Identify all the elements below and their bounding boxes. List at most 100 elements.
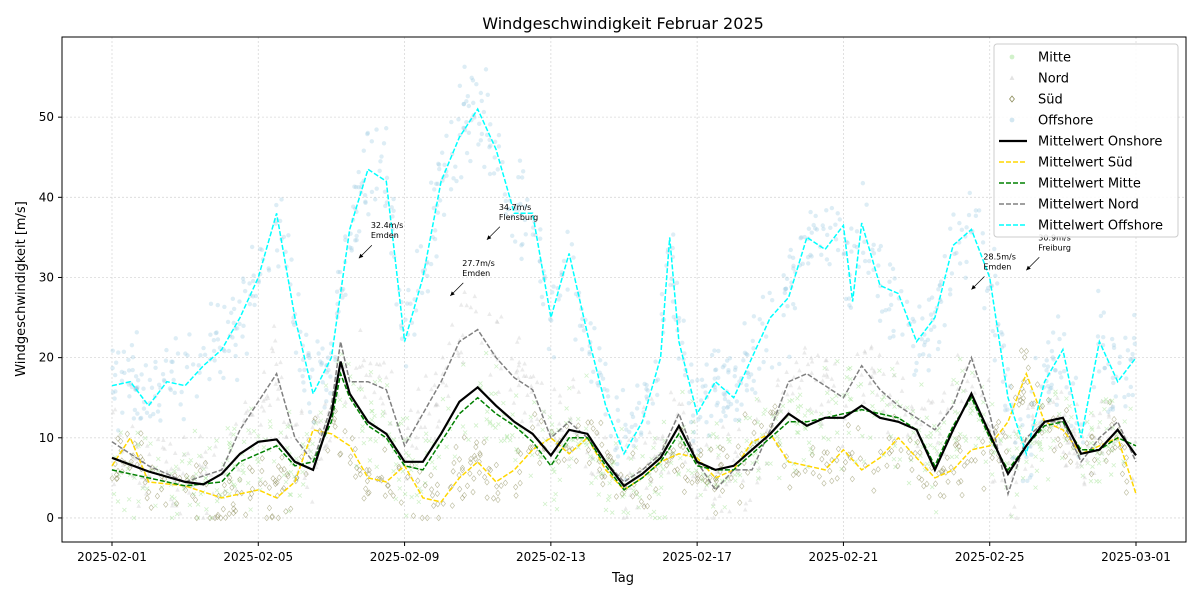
scatter-point: [307, 409, 313, 415]
scatter-point: [938, 279, 944, 284]
scatter-point: [278, 359, 283, 365]
scatter-point: [529, 418, 534, 423]
scatter-point: [494, 364, 499, 369]
scatter-point: [254, 456, 260, 461]
scatter-point: [1007, 434, 1012, 440]
scatter-point: [552, 386, 557, 392]
scatter-point: [390, 492, 396, 499]
scatter-point: [1082, 474, 1088, 480]
scatter-point: [241, 439, 247, 445]
scatter-point: [228, 441, 233, 447]
scatter-point: [1123, 335, 1128, 341]
scatter-point: [737, 379, 742, 384]
scatter-point: [404, 513, 409, 519]
scatter-point: [134, 330, 139, 335]
annotation-value: 27.7m/s: [462, 259, 494, 268]
scatter-point: [783, 286, 789, 291]
scatter-point: [503, 198, 509, 204]
scatter-point: [479, 131, 485, 137]
scatter-point: [519, 175, 525, 180]
scatter-point: [448, 187, 454, 192]
scatter-point: [952, 441, 958, 449]
scatter-point: [633, 445, 639, 450]
legend-entry: Mittelwert Offshore: [999, 219, 1163, 234]
scatter-point: [535, 421, 541, 427]
scatter-point: [175, 351, 181, 356]
scatter-point: [461, 491, 467, 499]
scatter-point: [363, 200, 368, 206]
scatter-point: [316, 351, 321, 356]
scatter-point: [1056, 422, 1062, 430]
scatter-point: [232, 426, 237, 432]
scatter-point: [926, 368, 931, 373]
scatter-point: [1130, 478, 1136, 483]
y-tick-label: 10: [39, 431, 54, 445]
scatter-point: [488, 122, 493, 127]
scatter-point: [408, 467, 414, 473]
scatter-point: [546, 346, 552, 352]
legend-label: Mitte: [1038, 51, 1071, 66]
scatter-point: [193, 462, 199, 469]
scatter-point: [989, 454, 995, 462]
scatter-point: [204, 510, 210, 516]
scatter-point: [976, 208, 982, 213]
scatter-point: [714, 421, 720, 426]
scatter-point: [1110, 375, 1116, 381]
scatter-point: [713, 509, 719, 517]
scatter-point: [519, 256, 524, 262]
scatter-point: [551, 497, 557, 503]
scatter-point: [973, 208, 979, 213]
scatter-point: [1033, 454, 1038, 459]
scatter-point: [806, 226, 812, 231]
scatter-point: [736, 418, 742, 424]
scatter-point: [233, 326, 238, 331]
scatter-point: [378, 395, 384, 400]
annotation-arrow-head: [486, 235, 492, 240]
scatter-point: [769, 365, 775, 370]
scatter-point: [954, 380, 960, 386]
scatter-point: [1009, 514, 1014, 519]
scatter-point: [744, 382, 749, 388]
scatter-point: [722, 396, 728, 402]
scatter-point: [694, 478, 700, 485]
scatter-point: [1007, 384, 1012, 389]
scatter-point: [891, 456, 897, 462]
scatter-point: [325, 447, 331, 454]
scatter-point: [886, 434, 892, 442]
scatter-point: [659, 311, 664, 317]
scatter-point: [1047, 397, 1053, 403]
scatter-point: [824, 372, 829, 377]
scatter-point: [258, 422, 264, 427]
annotation-place: Emden: [462, 269, 490, 278]
scatter-point: [757, 317, 762, 322]
scatter-point: [829, 205, 835, 211]
scatter-point: [938, 441, 944, 446]
scatter-point: [999, 477, 1005, 483]
legend-label: Süd: [1038, 93, 1063, 108]
scatter-point: [381, 141, 387, 146]
scatter-point: [306, 350, 311, 356]
scatter-point: [222, 489, 228, 497]
scatter-point: [504, 435, 510, 440]
scatter-point: [1049, 382, 1054, 388]
scatter-point: [681, 318, 686, 323]
scatter-point: [629, 424, 634, 430]
scatter-point: [469, 75, 474, 80]
scatter-point: [775, 377, 781, 382]
scatter-point: [745, 370, 750, 376]
scatter-point: [819, 252, 824, 258]
scatter-point: [479, 98, 484, 104]
scatter-point: [1059, 389, 1064, 394]
scatter-point: [703, 390, 708, 395]
scatter-point: [929, 295, 935, 300]
scatter-point: [605, 394, 611, 399]
scatter-point: [557, 399, 563, 405]
scatter-point: [797, 392, 803, 398]
scatter-point: [494, 483, 500, 490]
scatter-point: [659, 436, 664, 441]
scatter-point: [203, 464, 209, 469]
scatter-point: [957, 261, 963, 266]
scatter-point: [722, 363, 727, 368]
scatter-point: [583, 426, 589, 431]
scatter-point: [513, 370, 519, 375]
